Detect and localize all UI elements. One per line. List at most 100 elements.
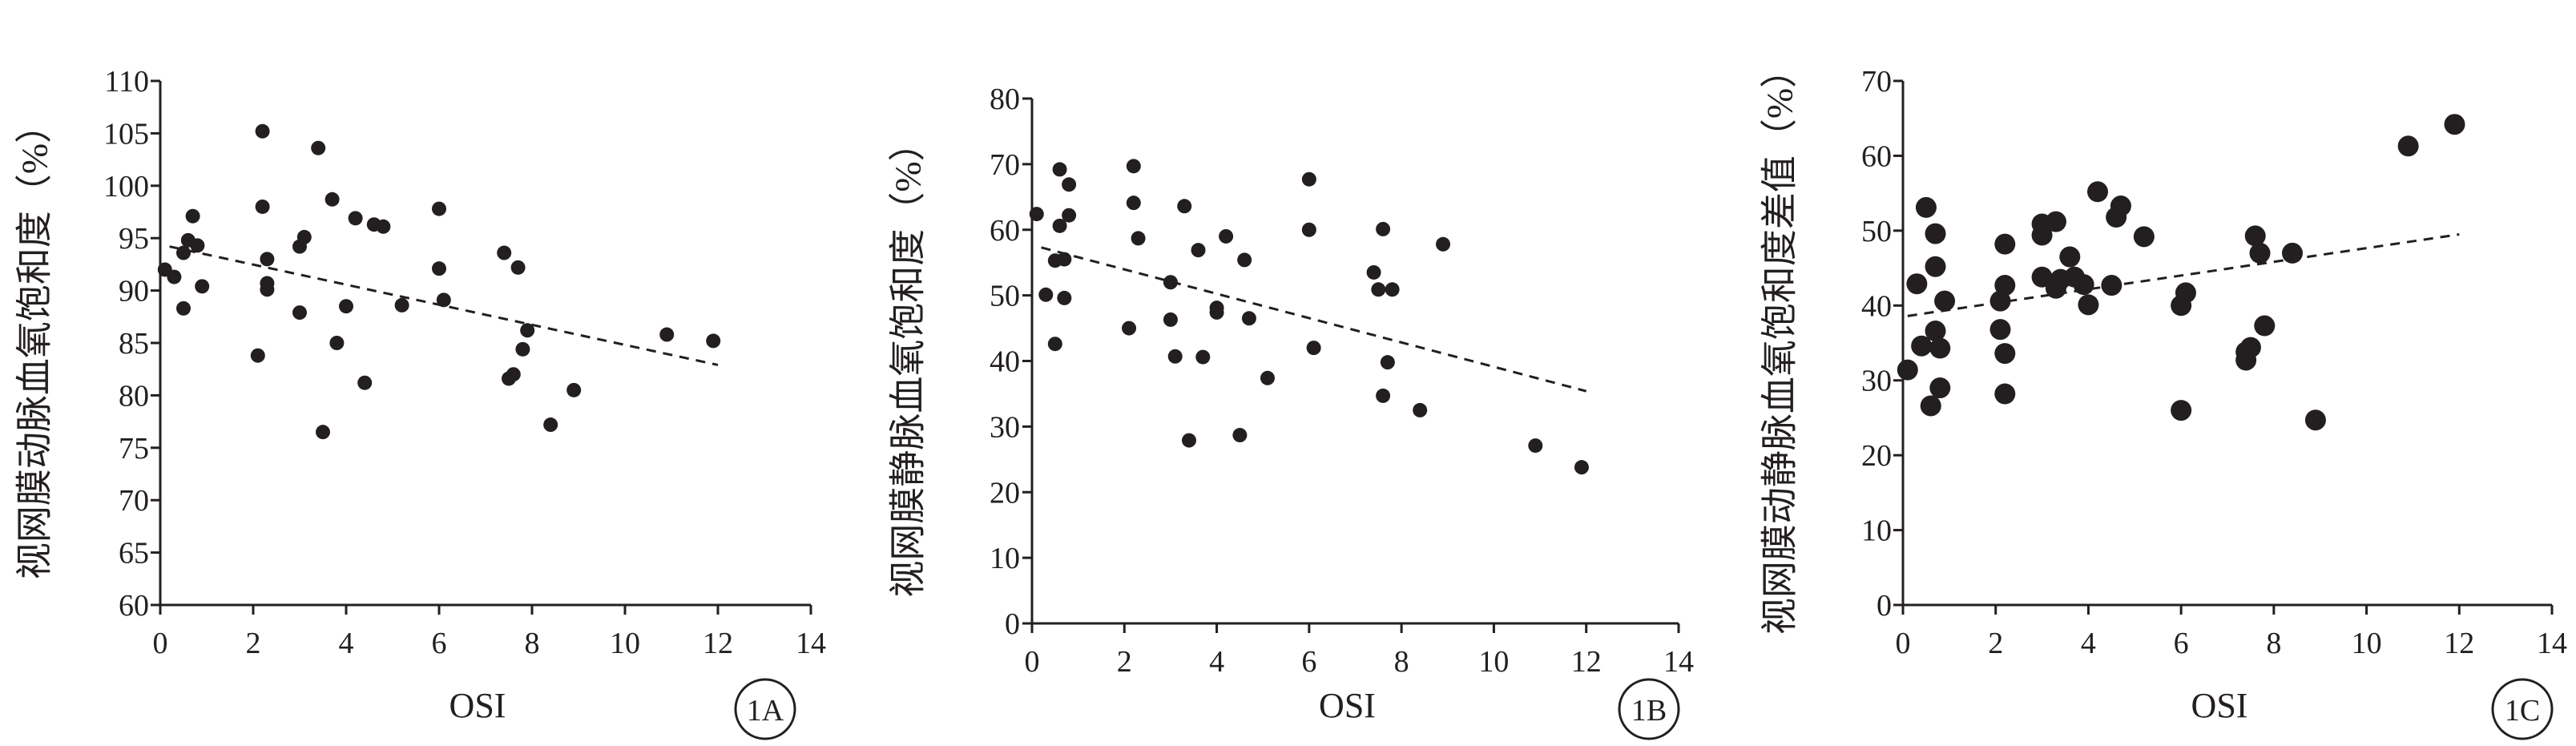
- chart-1-y-tick-label: 80: [119, 379, 149, 413]
- chart-3-point: [2073, 274, 2094, 296]
- chart-2-x-tick-label: 6: [1301, 645, 1316, 679]
- chart-2-point: [1062, 208, 1077, 223]
- chart-1-point: [357, 375, 373, 390]
- chart-1-point: [432, 261, 446, 276]
- chart-2-point: [1209, 300, 1224, 316]
- chart-1-point: [520, 323, 535, 338]
- chart-1-x-tick-label: 8: [525, 627, 540, 660]
- chart-1-badge-circle: [734, 678, 796, 740]
- chart-3-point: [2249, 242, 2271, 264]
- chart-3-point: [2059, 246, 2081, 268]
- chart-3-y-tick-label: 10: [1861, 514, 1892, 548]
- chart-1-point: [506, 367, 521, 382]
- chart-1-point: [566, 382, 582, 397]
- chart-2-point: [1413, 402, 1428, 417]
- chart-1-x-tick-label: 2: [246, 627, 261, 660]
- chart-3-x-tick-label: 0: [1896, 627, 1911, 660]
- chart-1-y-tick-label: 65: [119, 537, 149, 571]
- chart-3-badge-circle: [2491, 678, 2554, 740]
- chart-1-point: [436, 292, 451, 308]
- chart-1-point: [348, 211, 363, 226]
- chart-2-point: [1241, 311, 1256, 326]
- chart-1-y-tick-label: 100: [103, 170, 149, 204]
- chart-2-point: [1057, 252, 1072, 267]
- chart-3-point: [1994, 343, 2016, 365]
- chart-3-y-tick-label: 30: [1861, 365, 1892, 398]
- chart-2-point: [1126, 196, 1141, 211]
- chart-2-x-tick-label: 0: [1025, 645, 1040, 679]
- chart-3-point: [2087, 181, 2108, 203]
- chart-3-y-tick-label: 0: [1877, 589, 1892, 623]
- chart-1-point: [190, 238, 205, 253]
- chart-2-point: [1232, 428, 1248, 443]
- chart-1-point: [250, 348, 265, 363]
- chart-3-point: [2133, 226, 2155, 248]
- chart-3-x-tick-label: 14: [2537, 627, 2567, 660]
- chart-1-point: [260, 252, 275, 267]
- chart-2-point: [1380, 355, 1395, 370]
- chart-1-y-tick-label: 90: [119, 275, 149, 308]
- chart-1-point: [325, 192, 340, 207]
- chart-1-point: [195, 279, 210, 294]
- chart-3-point: [1897, 359, 1918, 381]
- chart-2-y-tick-label: 0: [1005, 607, 1020, 641]
- chart-3-point: [2045, 211, 2066, 232]
- chart-1-point: [311, 140, 326, 155]
- chart-3-point: [1915, 196, 1937, 218]
- chart-2-point: [1177, 199, 1192, 214]
- chart-3-badge-label: 1C: [2505, 694, 2540, 728]
- chart-1-badge-label: 1A: [747, 694, 784, 728]
- chart-2-point: [1301, 222, 1316, 237]
- chart-3-y-tick-label: 60: [1861, 139, 1892, 173]
- chart-1-x-tick-label: 0: [153, 627, 168, 660]
- chart-2-point: [1376, 388, 1391, 403]
- chart-3-x-axis-label: OSI: [2191, 686, 2248, 725]
- chart-2-point: [1126, 159, 1141, 174]
- chart-2-x-tick-label: 10: [1478, 645, 1509, 679]
- chart-3-point: [1989, 319, 2011, 341]
- chart-3-point: [2304, 409, 2326, 431]
- chart-1-y-tick-label: 60: [119, 589, 149, 623]
- chart-2-point: [1163, 312, 1178, 327]
- chart-3-point: [2101, 275, 2122, 296]
- chart-2-point: [1528, 438, 1543, 454]
- chart-1-point: [255, 123, 270, 139]
- chart-1-point: [706, 333, 721, 349]
- chart-1-x-tick-label: 4: [339, 627, 354, 660]
- chart-2-point: [1237, 252, 1252, 268]
- chart-1-point: [292, 305, 307, 321]
- chart-2-y-tick-label: 70: [990, 148, 1020, 182]
- chart-2-point: [1306, 341, 1321, 356]
- chart-1-point: [255, 199, 270, 214]
- chart-2-point: [1574, 460, 1589, 475]
- chart-3-point: [1929, 377, 1951, 399]
- chart-2-badge-label: 1B: [1631, 694, 1667, 728]
- chart-3-point: [2282, 242, 2303, 264]
- chart-2-point: [1167, 349, 1183, 364]
- chart-3-point: [1925, 321, 1946, 342]
- chart-2-point: [1376, 221, 1391, 236]
- chart-3-point: [2031, 266, 2053, 288]
- chart-3-x-tick-label: 4: [2081, 627, 2096, 660]
- chart-2-point: [1191, 243, 1206, 258]
- chart-2-point: [1436, 236, 1451, 252]
- chart-2-point: [1195, 349, 1211, 365]
- chart-3-point: [1906, 273, 1928, 295]
- chart-3-point: [2254, 315, 2276, 337]
- chart-1-point: [185, 208, 200, 224]
- chart-3-point: [1911, 335, 1933, 357]
- chart-3-y-tick-label: 50: [1861, 215, 1892, 248]
- chart-1-x-axis-label: OSI: [449, 686, 506, 725]
- chart-2-point: [1260, 370, 1275, 385]
- chart-3-point: [1994, 233, 2016, 255]
- chart-3-x-tick-label: 2: [1988, 627, 2003, 660]
- chart-3-panel: 0 10 20 30 40 50 60 70 0 2 4 6 8 10 12 14 OSI 视网膜动静脉血氧饱和度…: [1760, 51, 2567, 740]
- chart-2-y-tick-label: 10: [990, 542, 1020, 575]
- chart-1-point: [176, 245, 191, 260]
- chart-3-point: [1994, 275, 2016, 296]
- chart-2-y-tick-label: 80: [990, 83, 1020, 116]
- chart-3-point: [2078, 294, 2099, 316]
- chart-3-point: [2110, 196, 2131, 217]
- chart-2-point: [1062, 177, 1077, 192]
